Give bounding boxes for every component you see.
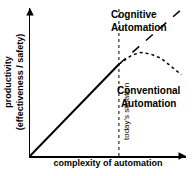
svg-text:CognitiveAutomation: CognitiveAutomation: [111, 9, 167, 33]
svg-text:today's situation: today's situation: [122, 83, 131, 140]
svg-text:productivity(effectiveness / s: productivity(effectiveness / safety): [3, 34, 25, 131]
svg-text:complexity of automation: complexity of automation: [53, 158, 162, 168]
svg-text:ConventionalAutomation: ConventionalAutomation: [117, 85, 181, 109]
